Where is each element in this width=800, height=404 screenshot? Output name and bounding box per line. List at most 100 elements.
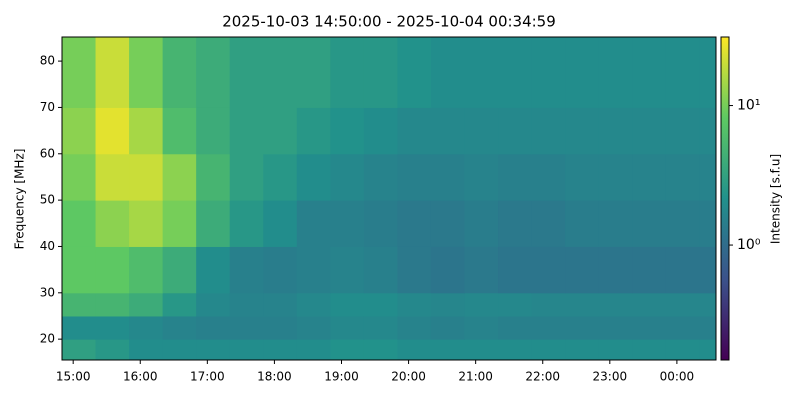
heatmap-cell: [363, 153, 398, 201]
heatmap-cell: [531, 315, 566, 340]
heatmap-cell: [665, 246, 700, 294]
heatmap-cell: [565, 315, 600, 340]
heatmap-cell: [162, 339, 197, 361]
colorbar-tick-label: 10¹: [737, 98, 760, 114]
heatmap-cell: [665, 153, 700, 201]
heatmap-cell: [229, 107, 264, 155]
heatmap-cell: [665, 107, 700, 155]
y-axis-label: Frequency [MHz]: [13, 149, 27, 250]
heatmap-cell: [531, 200, 566, 247]
heatmap-cell: [129, 37, 164, 108]
heatmap-cell: [531, 339, 566, 361]
heatmap-cell: [95, 200, 130, 247]
heatmap-cell: [464, 153, 499, 201]
heatmap-cell: [397, 339, 432, 361]
heatmap-cell: [397, 292, 432, 317]
heatmap-cell: [62, 200, 97, 247]
heatmap-cell: [699, 339, 717, 361]
y-tick-label: 20: [40, 332, 55, 346]
heatmap-cell: [464, 37, 499, 108]
x-tick-label: 21:00: [458, 370, 493, 384]
heatmap-cell: [296, 107, 331, 155]
heatmap-cell: [330, 37, 365, 108]
heatmap-cell: [330, 315, 365, 340]
heatmap-cell: [632, 37, 667, 108]
heatmap-cell: [162, 200, 197, 247]
heatmap-cell: [263, 200, 298, 247]
heatmap-cell: [95, 292, 130, 317]
heatmap-cell: [330, 200, 365, 247]
heatmap-cell: [263, 339, 298, 361]
heatmap-cell: [363, 37, 398, 108]
heatmap-cell: [632, 292, 667, 317]
heatmap-cell: [95, 339, 130, 361]
heatmap-cell: [229, 246, 264, 294]
heatmap-cell: [430, 292, 465, 317]
heatmap-cell: [430, 339, 465, 361]
heatmap-cell: [196, 200, 231, 247]
heatmap-cell: [129, 292, 164, 317]
heatmap-cell: [129, 200, 164, 247]
heatmap-cell: [330, 246, 365, 294]
heatmap-cell: [196, 246, 231, 294]
heatmap-cell: [665, 315, 700, 340]
heatmap-cell: [129, 246, 164, 294]
heatmap-cell: [464, 246, 499, 294]
y-tick-label: 40: [40, 239, 55, 253]
plot-frame: [61, 36, 717, 361]
x-tick-label: 16:00: [123, 370, 158, 384]
y-tick-label: 80: [40, 54, 55, 68]
heatmap-cell: [565, 107, 600, 155]
heatmap-cell: [129, 107, 164, 155]
heatmap-cell: [397, 246, 432, 294]
heatmap-cell: [129, 315, 164, 340]
heatmap-cell: [531, 37, 566, 108]
heatmap-cell: [498, 339, 533, 361]
heatmap-cell: [196, 315, 231, 340]
heatmap-cell: [430, 37, 465, 108]
heatmap-cell: [632, 246, 667, 294]
y-tick-label: 60: [40, 146, 55, 160]
x-tick-label: 23:00: [593, 370, 628, 384]
heatmap-cell: [397, 315, 432, 340]
heatmap-cell: [162, 153, 197, 201]
x-tick-label: 00:00: [660, 370, 695, 384]
heatmap-cell: [196, 292, 231, 317]
heatmap-cell: [699, 315, 717, 340]
heatmap-cell: [162, 315, 197, 340]
heatmap-cell: [263, 107, 298, 155]
heatmap-cell: [363, 246, 398, 294]
heatmap-cell: [498, 200, 533, 247]
x-tick-label: 20:00: [391, 370, 426, 384]
heatmap-cell: [62, 37, 97, 108]
heatmap-cell: [363, 200, 398, 247]
heatmap-cell: [397, 153, 432, 201]
heatmap-cell: [95, 315, 130, 340]
heatmap-cell: [430, 200, 465, 247]
heatmap-cell: [430, 315, 465, 340]
heatmap-cell: [397, 37, 432, 108]
heatmap-cell: [330, 339, 365, 361]
heatmap-cell: [229, 37, 264, 108]
heatmap-cell: [665, 339, 700, 361]
heatmap-cell: [162, 37, 197, 108]
heatmap-cell: [229, 153, 264, 201]
heatmap-cell: [632, 153, 667, 201]
heatmap-cell: [129, 153, 164, 201]
x-tick-label: 15:00: [56, 370, 91, 384]
heatmap-cell: [598, 153, 633, 201]
heatmap-cell: [699, 246, 717, 294]
heatmap-cell: [531, 246, 566, 294]
colorbar-label: Intensity [s.f.u]: [769, 154, 783, 244]
heatmap-cell: [95, 153, 130, 201]
heatmap-cell: [498, 292, 533, 317]
heatmap-cell: [363, 339, 398, 361]
heatmap-cell: [498, 107, 533, 155]
x-tick-label: 17:00: [190, 370, 225, 384]
heatmap-cell: [162, 292, 197, 317]
heatmap-cell: [95, 37, 130, 108]
heatmap-cell: [464, 107, 499, 155]
heatmap-cell: [531, 153, 566, 201]
heatmap-cell: [363, 292, 398, 317]
heatmap-cell: [565, 292, 600, 317]
